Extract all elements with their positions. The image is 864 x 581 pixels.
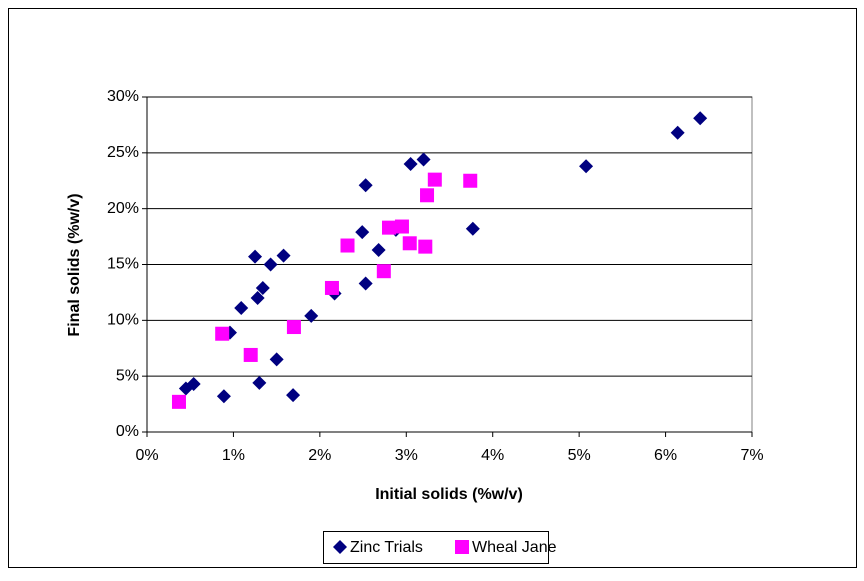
point: [286, 320, 301, 335]
y-tick-label: 25%: [107, 144, 139, 161]
point: [394, 219, 409, 234]
y-tick-label: 30%: [107, 88, 139, 105]
point: [376, 264, 391, 279]
x-axis-title: Initial solids (%w/v): [375, 486, 523, 503]
point: [269, 352, 284, 367]
x-tick-label: 0%: [135, 447, 158, 464]
legend-label: Wheal Jane: [472, 539, 557, 556]
point: [324, 280, 339, 295]
point: [693, 111, 708, 126]
y-tick-label: 10%: [107, 312, 139, 329]
point: [358, 276, 373, 291]
point: [382, 220, 396, 235]
point: [286, 388, 301, 403]
legend-box: [323, 531, 549, 564]
y-axis-title: Final solids (%w/v): [66, 193, 83, 336]
point: [416, 152, 431, 167]
point: [355, 225, 370, 240]
point: [420, 188, 435, 203]
point: [463, 173, 478, 188]
point: [171, 394, 186, 409]
point: [255, 280, 270, 295]
point: [403, 157, 418, 171]
x-tick-label: 4%: [481, 447, 504, 464]
point: [427, 172, 442, 187]
point: [250, 291, 265, 305]
point: [252, 375, 267, 390]
point: [276, 248, 291, 263]
legend-marker: [455, 540, 469, 554]
legend-marker: [333, 540, 347, 554]
point: [216, 389, 231, 404]
point: [263, 257, 278, 272]
x-tick-label: 5%: [568, 447, 591, 464]
point: [402, 236, 417, 251]
point: [579, 159, 594, 174]
y-tick-label: 15%: [107, 256, 139, 273]
point: [234, 301, 249, 316]
point: [371, 242, 386, 257]
y-tick-label: 20%: [107, 200, 139, 217]
point: [418, 239, 433, 254]
x-tick-label: 2%: [308, 447, 331, 464]
x-tick-label: 3%: [395, 447, 418, 464]
point: [186, 376, 201, 391]
x-tick-label: 7%: [740, 447, 763, 464]
x-tick-label: 1%: [222, 447, 245, 464]
point: [340, 238, 355, 253]
y-tick-label: 5%: [116, 367, 139, 384]
x-tick-label: 6%: [654, 447, 677, 464]
point: [304, 308, 319, 323]
y-tick-label: 0%: [116, 423, 139, 440]
point: [358, 178, 373, 193]
point: [465, 221, 480, 236]
point: [670, 125, 685, 140]
point: [248, 249, 263, 264]
point: [243, 347, 258, 362]
legend-label: Zinc Trials: [350, 539, 423, 556]
point: [215, 326, 230, 341]
